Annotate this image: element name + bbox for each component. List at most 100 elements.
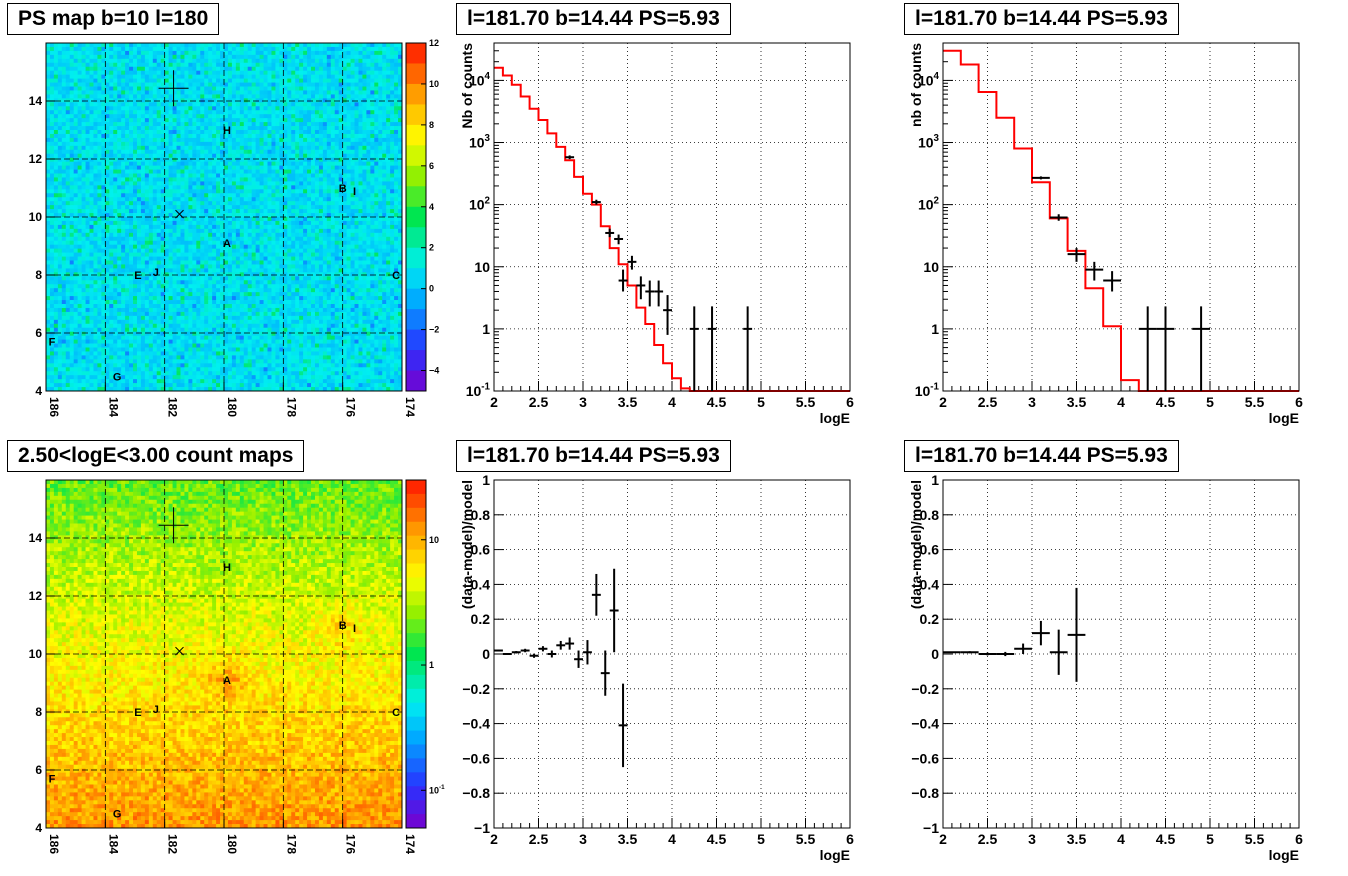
ps-map-cell: [46, 307, 51, 313]
ps-map-cell: [184, 256, 189, 261]
ps-map-cell: [255, 169, 260, 174]
ps-map-cell: [49, 133, 55, 139]
ps-map-cell: [204, 252, 209, 257]
ps-map-cell: [204, 122, 209, 127]
ps-map-cell: [101, 122, 106, 127]
ps-map-cell: [69, 240, 75, 246]
ps-map-cell: [176, 220, 181, 226]
ps-map-cell: [200, 181, 205, 186]
ps-map-cell: [164, 347, 170, 352]
ps-map-cell: [251, 351, 257, 356]
ps-map-cell: [231, 66, 237, 72]
ps-map-cell: [192, 217, 197, 222]
ps-map-cell: [224, 46, 229, 52]
ps-map-cell: [224, 387, 229, 392]
ps-map-cell: [216, 66, 221, 72]
ps-map-cell: [152, 311, 158, 317]
ps-map-cell: [105, 122, 110, 127]
ps-map-cell: [65, 78, 71, 83]
ps-map-cell: [125, 185, 130, 190]
ps-map-cell: [168, 110, 173, 115]
ps-map-cell: [117, 224, 122, 230]
ps-map-cell: [220, 149, 225, 155]
ps-map-cell: [184, 217, 189, 222]
ps-map-cell: [220, 201, 225, 206]
ps-map-cell: [235, 347, 241, 352]
ps-map-cell: [255, 244, 260, 250]
ps-map-cell: [61, 335, 67, 340]
ps-map-cell: [160, 355, 166, 360]
ps-map-cell: [77, 224, 82, 230]
ps-map-cell: [259, 126, 264, 131]
ps-map-cell: [144, 248, 150, 253]
ps-map-cell: [129, 98, 134, 103]
ps-map-cell: [259, 319, 264, 325]
ps-map-cell: [227, 201, 233, 206]
ps-map-cell: [168, 367, 173, 372]
ps-map-cell: [65, 149, 71, 155]
ps-map-cell: [144, 153, 150, 159]
ps-map-cell: [263, 145, 268, 151]
ps-map-cell: [101, 217, 106, 222]
ps-map-cell: [172, 74, 177, 79]
ps-map-cell: [176, 228, 181, 234]
ps-map-cell: [176, 347, 181, 352]
ps-map-cell: [77, 260, 82, 265]
ps-map-cell: [81, 379, 86, 384]
ps-map-cell: [93, 375, 98, 380]
ps-map-cell: [144, 260, 150, 265]
ps-map-cell: [144, 197, 150, 202]
ps-map-cell: [85, 78, 90, 83]
ps-map-cell: [49, 252, 55, 257]
ps-map-cell: [129, 177, 134, 182]
ps-map-cell: [224, 244, 229, 250]
ps-map-cell: [101, 252, 106, 257]
ps-map-cell: [109, 217, 114, 222]
ps-map-cell: [156, 94, 162, 99]
ps-map-cell: [101, 323, 106, 329]
ps-map-cell: [196, 122, 201, 127]
ps-map-cell: [61, 355, 67, 360]
ps-map-cell: [152, 149, 158, 155]
ps-map-cell: [251, 248, 257, 253]
ps-map-cell: [247, 145, 253, 151]
ps-map-cell: [148, 66, 154, 72]
ps-map-cell: [133, 224, 138, 230]
ps-map-cell: [239, 276, 245, 281]
ps-map-cell: [105, 288, 110, 293]
ps-map-cell: [113, 367, 118, 372]
ps-map-cell: [117, 54, 122, 60]
ps-map-cell: [156, 133, 162, 139]
ps-map-cell: [69, 66, 75, 72]
ps-map-cell: [125, 149, 130, 155]
ps-map-cell: [144, 141, 150, 147]
ps-map-cell: [239, 102, 245, 107]
ps-map-cell: [140, 130, 146, 135]
ps-map-cell: [227, 276, 233, 281]
ps-map-cell: [105, 165, 110, 170]
ps-map-cell: [144, 351, 150, 356]
ps-map-cell: [109, 323, 114, 329]
ps-map-cell: [125, 43, 130, 48]
ps-map-cell: [73, 126, 79, 131]
ps-map-cell: [212, 157, 217, 163]
ps-map-cell: [121, 264, 126, 269]
ps-map-cell: [160, 323, 166, 329]
ps-map-cell: [200, 371, 205, 376]
ps-map-cell: [144, 66, 150, 72]
ps-map-cell: [125, 276, 130, 281]
ps-map-cell: [125, 181, 130, 186]
ps-map-cell: [188, 300, 193, 305]
ps-map-cell: [235, 145, 241, 151]
ps-map-cell: [235, 153, 241, 159]
ps-map-cell: [263, 304, 268, 309]
ps-map-cell: [77, 153, 82, 159]
ps-map-cell: [101, 197, 106, 202]
ps-map-cell: [81, 304, 86, 309]
ps-map-cell: [212, 296, 217, 301]
ps-map-cell: [168, 228, 173, 234]
ps-map-cell: [65, 74, 71, 79]
ps-map-cell: [184, 351, 189, 356]
ps-map-cell: [164, 292, 170, 297]
ps-map-cell: [113, 355, 118, 360]
